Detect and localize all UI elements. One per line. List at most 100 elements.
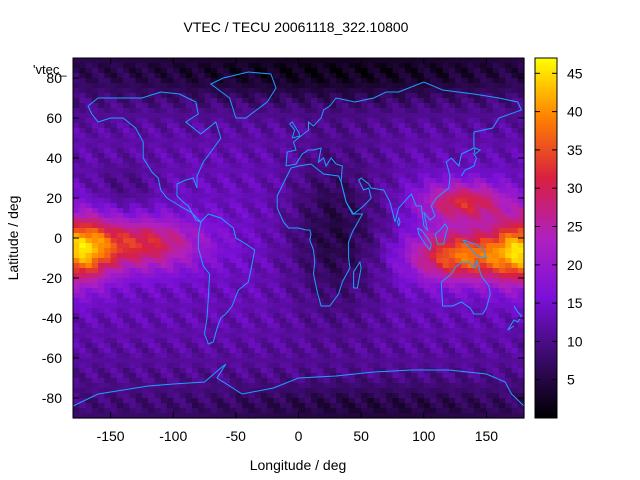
heatmap-cell [210,373,218,379]
heatmap-cell [292,358,300,364]
heatmap-cell [373,388,381,394]
heatmap-cell [511,138,519,144]
heatmap-cell [235,293,243,299]
heatmap-cell [436,98,444,104]
heatmap-cell [242,243,249,249]
heatmap-cell [498,248,506,254]
heatmap-cell [336,388,343,394]
heatmap-cell [273,328,281,334]
heatmap-cell [473,103,481,109]
heatmap-cell [73,143,80,149]
heatmap-cell [486,263,494,269]
heatmap-cell [436,178,444,184]
heatmap-cell [348,368,356,374]
heatmap-cell [386,318,394,324]
heatmap-cell [423,58,431,64]
heatmap-cell [461,313,469,319]
heatmap-cell [348,73,356,79]
heatmap-cell [336,228,343,234]
heatmap-cell [85,273,93,279]
heatmap-cell [235,233,243,239]
heatmap-cell [223,163,231,169]
heatmap-cell [135,303,143,309]
heatmap-cell [160,58,168,64]
heatmap-cell [342,143,350,149]
heatmap-cell [148,158,156,164]
heatmap-cell [235,403,243,409]
heatmap-cell [442,368,450,374]
heatmap-cell [273,113,281,119]
heatmap-cell [448,258,456,264]
heatmap-cell [154,128,162,134]
heatmap-cell [135,403,143,409]
heatmap-cell [411,253,419,259]
heatmap-cell [104,163,112,169]
heatmap-cell [98,98,105,104]
heatmap-cell [298,288,306,294]
heatmap-cell [379,193,387,199]
heatmap-cell [473,108,481,114]
heatmap-cell [492,153,500,159]
heatmap-cell [398,143,406,149]
heatmap-cell [361,393,368,399]
heatmap-cell [279,328,287,334]
heatmap-cell [304,383,312,389]
heatmap-cell [73,58,80,64]
heatmap-cell [235,388,243,394]
heatmap-cell [248,373,256,379]
heatmap-cell [135,328,143,334]
heatmap-cell [461,158,469,164]
heatmap-cell [448,353,456,359]
heatmap-cell [404,93,412,99]
heatmap-cell [198,123,206,129]
heatmap-cell [311,238,318,244]
heatmap-cell [141,63,149,69]
heatmap-cell [423,173,431,179]
heatmap-cell [505,218,513,224]
heatmap-cell [498,253,506,259]
heatmap-cell [329,318,337,324]
heatmap-cell [129,383,137,389]
heatmap-cell [461,248,469,254]
heatmap-cell [417,358,425,364]
heatmap-cell [273,298,281,304]
heatmap-cell [423,168,431,174]
heatmap-cell [323,203,331,209]
heatmap-cell [173,73,181,79]
heatmap-cell [98,263,105,269]
heatmap-cell [248,298,256,304]
heatmap-cell [229,348,237,354]
heatmap-cell [448,223,456,229]
heatmap-cell [392,378,400,384]
heatmap-cell [260,393,268,399]
heatmap-cell [229,183,237,189]
heatmap-cell [179,303,187,309]
heatmap-cell [173,153,181,159]
heatmap-cell [492,268,500,274]
heatmap-cell [273,393,281,399]
heatmap-cell [141,293,149,299]
heatmap-cell [354,108,362,114]
heatmap-cell [166,218,174,224]
heatmap-cell [398,218,406,224]
heatmap-cell [392,218,400,224]
heatmap-cell [235,383,243,389]
heatmap-cell [166,243,174,249]
heatmap-cell [329,353,337,359]
heatmap-cell [173,78,181,84]
heatmap-cell [85,313,93,319]
heatmap-cell [279,203,287,209]
heatmap-cell [448,388,456,394]
heatmap-cell [455,353,462,359]
heatmap-cell [417,313,425,319]
heatmap-cell [148,103,156,109]
heatmap-cell [73,103,80,109]
heatmap-cell [467,303,475,309]
heatmap-cell [129,338,137,344]
heatmap-cell [91,133,99,139]
heatmap-cell [91,273,99,279]
heatmap-cell [248,113,256,119]
heatmap-cell [461,153,469,159]
heatmap-cell [198,58,206,64]
heatmap-cell [511,148,519,154]
